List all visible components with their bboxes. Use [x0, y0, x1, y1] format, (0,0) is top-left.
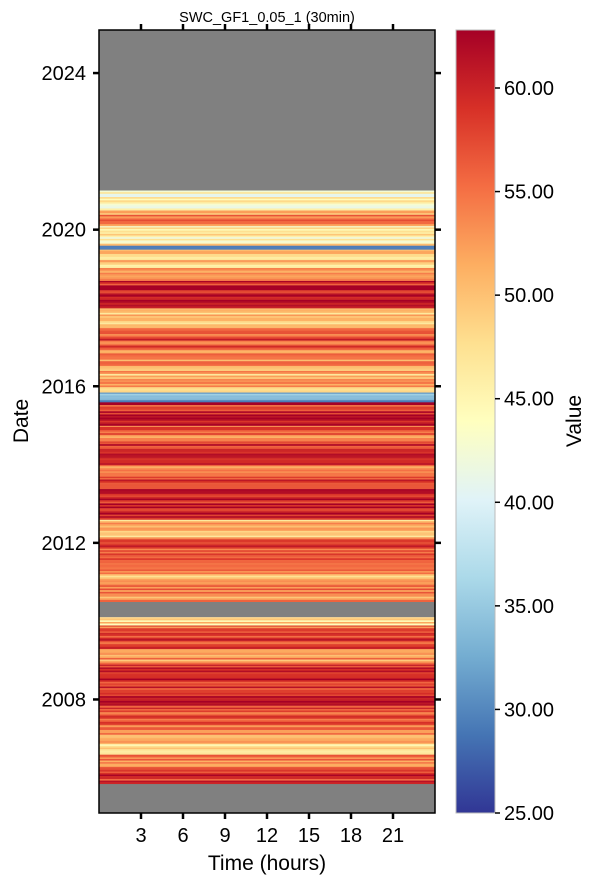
colorbar-tick-label: 25.00 — [504, 803, 554, 825]
colorbar-fill — [455, 29, 496, 814]
x-axis: 3 6 9 12 15 18 21 — [135, 24, 404, 847]
y-tick-label: 2012 — [42, 533, 87, 555]
colorbar — [455, 29, 496, 814]
value-band — [99, 401, 435, 426]
value-band — [99, 370, 435, 393]
value-band — [99, 648, 435, 665]
value-band — [99, 190, 435, 211]
value-band — [99, 617, 435, 626]
y-tick-label: 2008 — [42, 689, 87, 711]
colorbar-tick-label: 35.00 — [504, 596, 554, 618]
value-band — [99, 726, 435, 743]
x-tick-label: 18 — [340, 825, 362, 847]
value-band — [99, 769, 435, 785]
colorbar-axis: 25.00 30.00 35.00 40.00 45.00 50.00 55.00 60.00 — [495, 78, 554, 825]
value-band — [99, 519, 435, 540]
value-band — [99, 249, 435, 281]
heatmap-bands — [99, 30, 435, 813]
x-tick-label: 6 — [177, 825, 188, 847]
y-tick-label: 2016 — [42, 376, 87, 398]
value-band — [99, 707, 435, 728]
value-band — [99, 245, 435, 250]
value-band — [99, 664, 435, 708]
colorbar-label: Value — [563, 395, 586, 447]
y-axis: 2008 2012 2016 2020 2024 — [42, 63, 441, 711]
y-tick-label: 2020 — [42, 220, 87, 242]
x-tick-label: 21 — [382, 825, 404, 847]
value-band — [99, 347, 435, 372]
x-axis-label: Time (hours) — [208, 852, 326, 875]
y-tick-label: 2024 — [42, 63, 87, 85]
colorbar-tick-label: 60.00 — [504, 78, 554, 100]
value-band — [99, 441, 435, 465]
value-band — [99, 538, 435, 567]
x-tick-label: 12 — [256, 825, 278, 847]
value-band — [99, 280, 435, 309]
value-band — [99, 625, 435, 649]
value-band — [99, 476, 435, 520]
missing-data-band — [99, 30, 435, 191]
colorbar-tick-label: 55.00 — [504, 182, 554, 204]
colorbar-tick-label: 40.00 — [504, 492, 554, 514]
value-band — [99, 566, 435, 583]
chart-title: SWC_GF1_0.05_1 (30min) — [179, 10, 355, 26]
value-band — [99, 754, 435, 771]
x-tick-label: 3 — [135, 825, 146, 847]
missing-data-band — [99, 783, 435, 813]
x-tick-label: 9 — [219, 825, 230, 847]
missing-data-band — [99, 601, 435, 618]
x-tick-label: 15 — [298, 825, 320, 847]
value-band — [99, 464, 435, 477]
value-band — [99, 742, 435, 755]
colorbar-tick-label: 50.00 — [504, 285, 554, 307]
value-band — [99, 225, 435, 246]
colorbar-tick-label: 45.00 — [504, 389, 554, 411]
value-band — [99, 392, 435, 403]
y-axis-label: Date — [10, 399, 33, 443]
colorbar-tick-label: 30.00 — [504, 699, 554, 721]
value-band — [99, 307, 435, 328]
value-band — [99, 425, 435, 442]
value-band — [99, 210, 435, 227]
value-band — [99, 327, 435, 348]
value-band — [99, 582, 435, 602]
